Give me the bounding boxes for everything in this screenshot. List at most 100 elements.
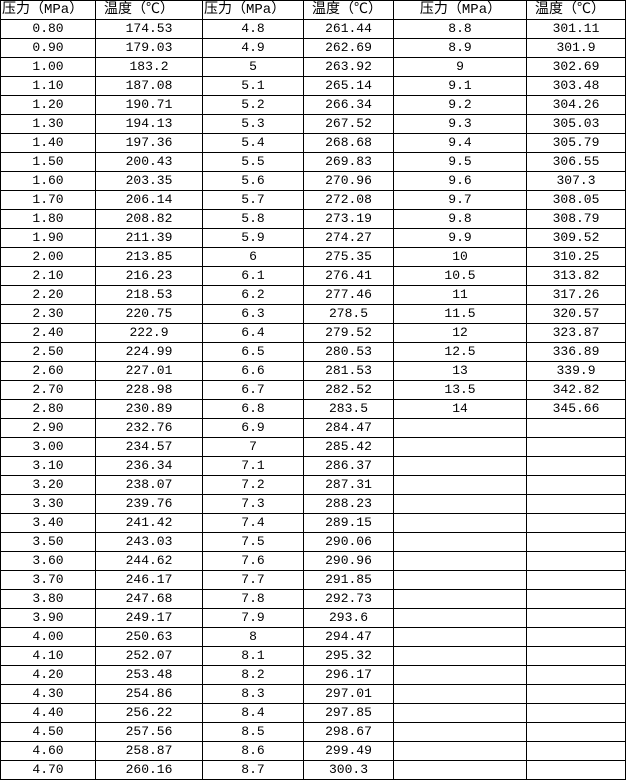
temperature-cell: 323.87 [526,323,626,343]
pressure-cell: 9.1 [393,76,527,96]
pressure-cell: 7.4 [202,513,304,533]
pressure-cell: 5.3 [202,114,304,134]
header-temperature: 温度（℃） [95,0,203,20]
pressure-cell: 9.7 [393,190,527,210]
pressure-cell: 7 [202,437,304,457]
temperature-cell: 261.44 [303,19,394,39]
temperature-cell: 285.42 [303,437,394,457]
header-temperature: 温度（℃） [526,0,626,20]
temperature-cell: 313.82 [526,266,626,286]
pressure-cell: 13.5 [393,380,527,400]
temperature-cell: 265.14 [303,76,394,96]
table-row: 1.20 190.71 5.2 266.34 9.2 304.26 [0,95,626,115]
pressure-cell: 4.9 [202,38,304,58]
temperature-cell: 250.63 [95,627,203,647]
temperature-cell: 220.75 [95,304,203,324]
table-row: 3.20 238.07 7.2 287.31 [0,475,626,495]
pressure-cell: 8.5 [202,722,304,742]
temperature-cell: 320.57 [526,304,626,324]
pressure-cell: 4.60 [0,741,96,761]
temperature-cell: 200.43 [95,152,203,172]
pressure-cell: 12 [393,323,527,343]
table-row: 3.70 246.17 7.7 291.85 [0,570,626,590]
temperature-cell: 263.92 [303,57,394,77]
temperature-cell: 304.26 [526,95,626,115]
pressure-cell: 2.90 [0,418,96,438]
header-pressure: 压力（MPa） [0,0,96,20]
temperature-cell: 197.36 [95,133,203,153]
temperature-cell: 174.53 [95,19,203,39]
temperature-cell: 274.27 [303,228,394,248]
pressure-cell: 14 [393,399,527,419]
pressure-cell [393,513,527,533]
pressure-cell: 4.8 [202,19,304,39]
pressure-cell: 7.1 [202,456,304,476]
table-row: 4.30 254.86 8.3 297.01 [0,684,626,704]
pressure-cell: 8.1 [202,646,304,666]
pressure-cell: 6.4 [202,323,304,343]
pressure-cell: 2.70 [0,380,96,400]
pressure-cell: 9 [393,57,527,77]
temperature-cell: 241.42 [95,513,203,533]
temperature-cell: 208.82 [95,209,203,229]
table-row: 2.10 216.23 6.1 276.41 10.5 313.82 [0,266,626,286]
table-row: 1.40 197.36 5.4 268.68 9.4 305.79 [0,133,626,153]
temperature-cell: 260.16 [95,760,203,780]
temperature-cell: 284.47 [303,418,394,438]
temperature-cell: 308.05 [526,190,626,210]
temperature-cell: 277.46 [303,285,394,305]
pressure-cell: 5.8 [202,209,304,229]
temperature-cell: 307.3 [526,171,626,191]
pressure-cell: 5.4 [202,133,304,153]
pressure-cell: 13 [393,361,527,381]
table-row: 4.50 257.56 8.5 298.67 [0,722,626,742]
pressure-cell [393,627,527,647]
pressure-cell: 3.70 [0,570,96,590]
table-row: 4.10 252.07 8.1 295.32 [0,646,626,666]
pressure-cell [393,589,527,609]
pressure-cell: 2.60 [0,361,96,381]
temperature-cell: 238.07 [95,475,203,495]
pressure-cell: 6 [202,247,304,267]
table-row: 4.00 250.63 8 294.47 [0,627,626,647]
table-row: 2.00 213.85 6 275.35 10 310.25 [0,247,626,267]
pressure-cell: 5.7 [202,190,304,210]
pressure-cell: 8.7 [202,760,304,780]
temperature-cell: 280.53 [303,342,394,362]
temperature-cell: 270.96 [303,171,394,191]
header-row: 压力（MPa） 温度（℃） 压力（MPa） 温度（℃） 压力（MPa） 温度（℃… [0,0,626,20]
temperature-cell: 281.53 [303,361,394,381]
temperature-cell: 266.34 [303,95,394,115]
table-row: 0.90 179.03 4.9 262.69 8.9 301.9 [0,38,626,58]
pressure-cell: 4.00 [0,627,96,647]
pressure-cell [393,722,527,742]
temperature-cell: 262.69 [303,38,394,58]
pressure-cell: 2.50 [0,342,96,362]
temperature-cell: 290.96 [303,551,394,571]
temperature-cell: 227.01 [95,361,203,381]
pressure-cell: 0.80 [0,19,96,39]
table-row: 2.60 227.01 6.6 281.53 13 339.9 [0,361,626,381]
temperature-cell [526,722,626,742]
pressure-cell: 5.9 [202,228,304,248]
temperature-cell: 211.39 [95,228,203,248]
temperature-cell: 203.35 [95,171,203,191]
pressure-cell: 2.40 [0,323,96,343]
pressure-cell: 5.6 [202,171,304,191]
pressure-cell: 1.40 [0,133,96,153]
pressure-cell: 8.2 [202,665,304,685]
pressure-cell: 10 [393,247,527,267]
table-row: 4.20 253.48 8.2 296.17 [0,665,626,685]
pressure-cell: 4.50 [0,722,96,742]
table-row: 3.90 249.17 7.9 293.6 [0,608,626,628]
temperature-cell: 269.83 [303,152,394,172]
temperature-cell: 298.67 [303,722,394,742]
table-row: 2.20 218.53 6.2 277.46 11 317.26 [0,285,626,305]
pressure-cell: 8.4 [202,703,304,723]
temperature-cell: 286.37 [303,456,394,476]
pressure-cell: 7.3 [202,494,304,514]
table-row: 4.70 260.16 8.7 300.3 [0,760,626,780]
pressure-cell: 7.9 [202,608,304,628]
pressure-cell: 0.90 [0,38,96,58]
